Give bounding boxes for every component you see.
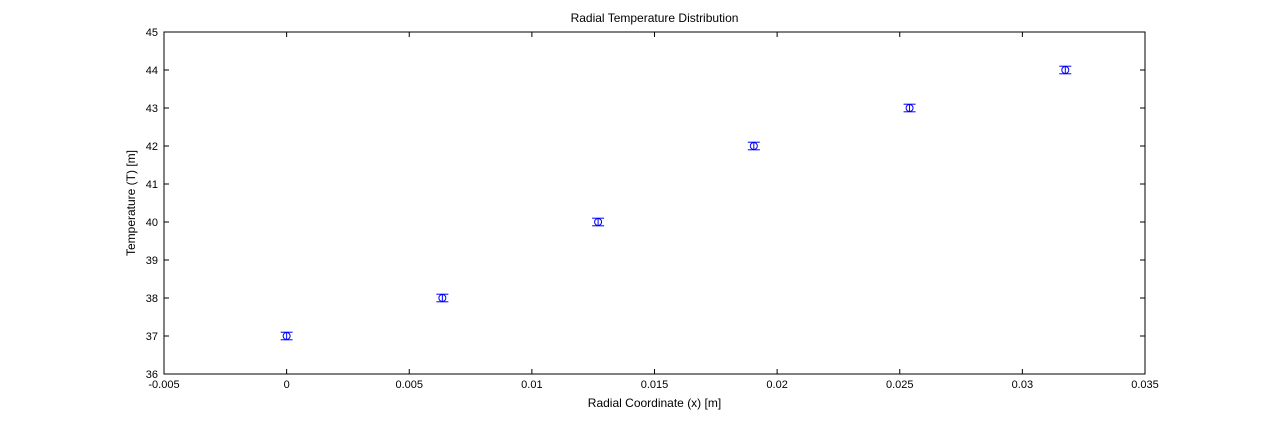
data-point <box>594 218 603 226</box>
x-tick-label: 0.01 <box>521 379 542 391</box>
y-tick-label: 40 <box>146 217 158 229</box>
y-tick-label: 42 <box>146 141 158 153</box>
chart-title: Radial Temperature Distribution <box>571 11 739 25</box>
y-tick-label: 39 <box>146 255 158 267</box>
y-tick-label: 43 <box>146 103 158 115</box>
data-point <box>1061 66 1070 74</box>
data-point <box>905 104 914 112</box>
x-tick-label: 0.03 <box>1012 379 1033 391</box>
y-tick-label: 44 <box>146 65 158 77</box>
data-series <box>280 65 1072 341</box>
x-tick-label: -0.005 <box>148 379 179 391</box>
data-point <box>438 294 447 302</box>
x-tick-label: 0.025 <box>886 379 914 391</box>
data-point <box>282 332 291 340</box>
x-axis-title: Radial Coordinate (x) [m] <box>588 396 721 410</box>
data-point <box>749 142 758 150</box>
x-tick-label: 0 <box>284 379 290 391</box>
x-tick-label: 0.02 <box>766 379 787 391</box>
plot-area <box>163 31 1146 375</box>
y-tick-label: 37 <box>146 331 158 343</box>
x-tick-label: 0.015 <box>641 379 669 391</box>
y-tick-label: 41 <box>146 179 158 191</box>
y-tick-label: 36 <box>146 369 158 381</box>
x-axis-ticks: -0.005 0 0.005 0.01 0.015 0.02 0.025 0.03 0.035 <box>148 32 1159 391</box>
y-axis-ticks: 36 37 38 39 40 41 42 43 44 45 <box>146 27 1145 381</box>
y-tick-label: 45 <box>146 27 158 39</box>
x-tick-label: 0.005 <box>395 379 423 391</box>
y-axis-title: Temperature (T) [m] <box>124 150 138 256</box>
y-tick-label: 38 <box>146 293 158 305</box>
x-tick-label: 0.035 <box>1131 379 1159 391</box>
